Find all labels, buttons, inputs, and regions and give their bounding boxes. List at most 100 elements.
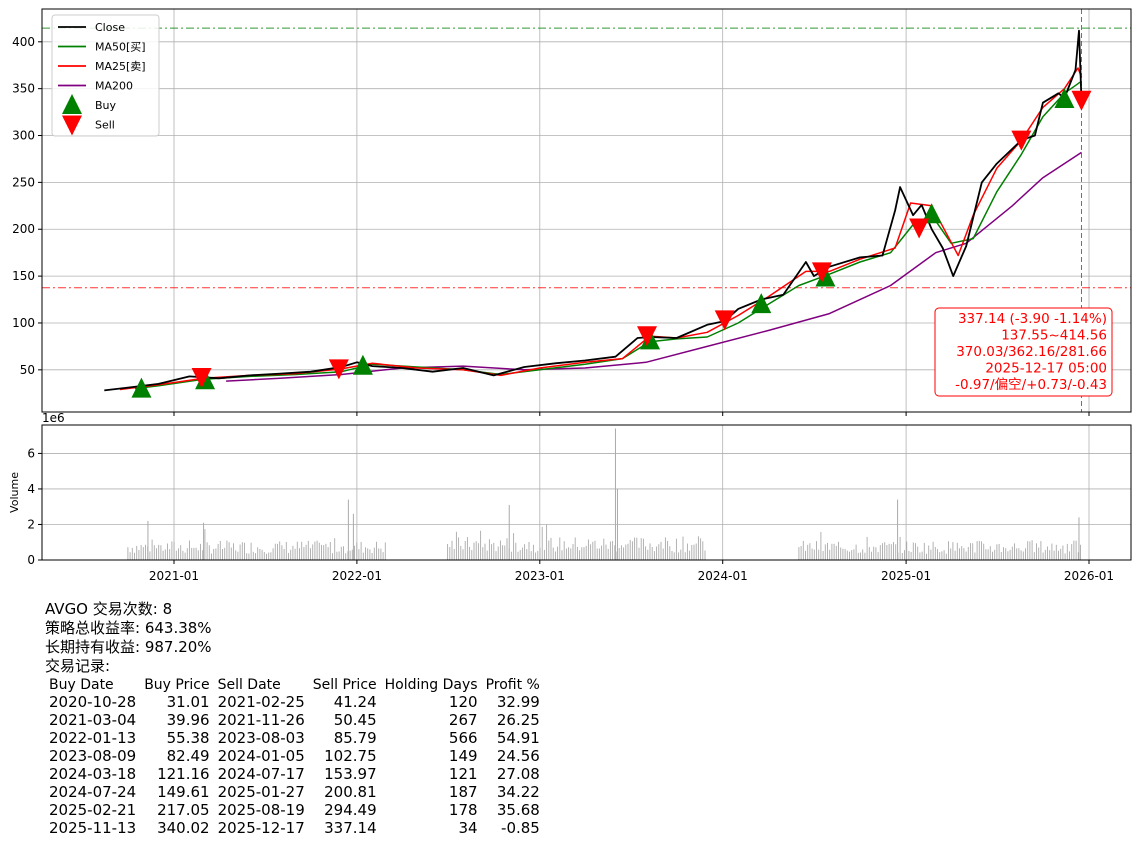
- strategy-return-text: 策略总收益率: 643.38%: [45, 619, 212, 637]
- buy-marker: [131, 377, 152, 398]
- annotation-line: 337.14 (-3.90 -1.14%): [958, 311, 1107, 327]
- cell-sell-date: 2021-11-26: [217, 711, 305, 729]
- volume-offset-label: 1e6: [42, 411, 65, 425]
- cell-buy-date: 2024-03-18: [49, 765, 137, 783]
- cell-sell-date: 2025-08-19: [217, 801, 305, 819]
- cell-buy-date: 2024-07-24: [49, 783, 137, 801]
- buy-marker: [352, 354, 373, 375]
- legend-label: Buy: [95, 99, 117, 112]
- cell-profit: 34.22: [496, 783, 540, 801]
- annotation-line: -0.97/偏空/+0.73/-0.43: [955, 377, 1107, 393]
- trade-records-table: Buy Date Buy Price Sell Date Sell Price …: [45, 677, 544, 837]
- volume-y-tick-label: 2: [27, 517, 35, 531]
- cell-buy-date: 2023-08-09: [49, 747, 137, 765]
- y-tick-label: 100: [12, 316, 35, 330]
- table-header-row: Buy Date Buy Price Sell Date Sell Price …: [45, 677, 544, 693]
- cell-buy-date: 2020-10-28: [49, 693, 137, 711]
- x-tick-label: 2022-01: [332, 569, 382, 583]
- sell-marker: [328, 359, 349, 380]
- cell-holding-days: 267: [448, 711, 478, 729]
- sell-marker: [1071, 90, 1092, 111]
- volume-y-tick-label: 6: [27, 446, 35, 460]
- cell-sell-date: 2024-01-05: [217, 747, 305, 765]
- sell-marker: [191, 368, 212, 389]
- legend-label: MA200: [95, 80, 133, 93]
- table-row: 2024-03-18 121.16 2024-07-17 153.97 121 27.08: [45, 765, 544, 783]
- cell-profit: 26.25: [496, 711, 540, 729]
- info-annotation-box: [934, 307, 1113, 397]
- sell-marker: [811, 262, 832, 283]
- buy-marker: [751, 293, 772, 314]
- table-row: 2024-07-24 149.61 2025-01-27 200.81 187 34.22: [45, 783, 544, 801]
- volume-axis-label: Volume: [8, 472, 21, 513]
- col-profit: Profit %: [485, 677, 540, 693]
- table-row: 2025-11-13 340.02 2025-12-17 337.14 34 -0.85: [45, 819, 544, 837]
- table-row: 2023-08-09 82.49 2024-01-05 102.75 149 24.56: [45, 747, 544, 765]
- annotation-line: 370.03/362.16/281.66: [956, 344, 1107, 360]
- x-tick-label: 2026-01: [1064, 569, 1114, 583]
- cell-sell-date: 2025-12-17: [217, 819, 305, 837]
- cell-holding-days: 178: [448, 801, 478, 819]
- summary-block: AVGO 交易次数: 8 策略总收益率: 643.38% 长期持有收益: 987…: [45, 600, 212, 676]
- cell-holding-days: 34: [458, 819, 478, 837]
- x-tick-label: 2025-01: [881, 569, 931, 583]
- legend-buy-marker: [62, 94, 82, 114]
- series-line-ma200: [226, 151, 1082, 382]
- cell-profit: 27.08: [496, 765, 540, 783]
- cell-profit: 32.99: [496, 693, 540, 711]
- cell-sell-price: 41.24: [333, 693, 377, 711]
- col-sell-price: Sell Price: [312, 677, 377, 693]
- cell-sell-date: 2021-02-25: [217, 693, 305, 711]
- cell-sell-price: 50.45: [333, 711, 377, 729]
- cell-sell-price: 337.14: [324, 819, 377, 837]
- cell-buy-price: 217.05: [157, 801, 210, 819]
- table-row: 2021-03-04 39.96 2021-11-26 50.45 267 26.25: [45, 711, 544, 729]
- cell-profit: 54.91: [496, 729, 540, 747]
- cell-buy-price: 340.02: [157, 819, 210, 837]
- y-tick-label: 300: [12, 129, 35, 143]
- col-holding-days: Holding Days: [384, 677, 478, 693]
- volume-y-tick-label: 0: [27, 553, 35, 567]
- cell-holding-days: 187: [448, 783, 478, 801]
- sell-marker: [1011, 130, 1032, 151]
- stock-chart: 50 100 150 200 250 300 350 400 Close MA50[买] MA25[…: [8, 8, 1132, 583]
- legend-sell-marker: [62, 115, 82, 136]
- cell-holding-days: 149: [448, 747, 478, 765]
- cell-sell-date: 2025-01-27: [217, 783, 305, 801]
- x-tick-label: 2023-01: [515, 569, 565, 583]
- cell-buy-date: 2021-03-04: [49, 711, 137, 729]
- trade-rows: 2020-10-28 31.01 2021-02-25 41.24 120 32.99 20…: [45, 693, 544, 837]
- annotation-line: 2025-12-17 05:00: [985, 361, 1107, 377]
- table-row: 2022-01-13 55.38 2023-08-03 85.79 566 54.91: [45, 729, 544, 747]
- cell-buy-price: 55.38: [166, 729, 210, 747]
- sell-marker: [714, 310, 735, 331]
- cell-sell-price: 153.97: [324, 765, 377, 783]
- cell-buy-price: 31.01: [166, 693, 210, 711]
- sell-marker: [909, 218, 930, 239]
- y-tick-label: 50: [20, 363, 35, 377]
- buy-marker: [1054, 88, 1075, 109]
- legend-box: [51, 14, 160, 137]
- trade-count-text: AVGO 交易次数: 8: [45, 600, 173, 618]
- legend-label: Sell: [95, 119, 115, 132]
- volume-axes-frame: [41, 424, 1132, 561]
- col-buy-price: Buy Price: [144, 677, 210, 693]
- cell-sell-price: 85.79: [333, 729, 377, 747]
- cell-sell-date: 2023-08-03: [217, 729, 305, 747]
- cell-profit: 24.56: [496, 747, 540, 765]
- annotation-line: 137.55~414.56: [1001, 328, 1107, 344]
- volume-y-tick-label: 4: [27, 482, 35, 496]
- legend-label: MA50[买]: [95, 41, 146, 54]
- table-row: 2020-10-28 31.01 2021-02-25 41.24 120 32.99: [45, 693, 544, 711]
- table-row: 2025-02-21 217.05 2025-08-19 294.49 178 35.68: [45, 801, 544, 819]
- x-tick-label: 2024-01: [698, 569, 748, 583]
- cell-buy-date: 2025-02-21: [49, 801, 137, 819]
- cell-sell-price: 102.75: [324, 747, 377, 765]
- records-title-text: 交易记录:: [45, 657, 111, 675]
- cell-holding-days: 120: [448, 693, 478, 711]
- cell-holding-days: 566: [448, 729, 478, 747]
- col-buy-date: Buy Date: [49, 677, 114, 693]
- hold-return-text: 长期持有收益: 987.20%: [45, 638, 212, 656]
- cell-buy-price: 39.96: [166, 711, 210, 729]
- cell-sell-price: 294.49: [324, 801, 377, 819]
